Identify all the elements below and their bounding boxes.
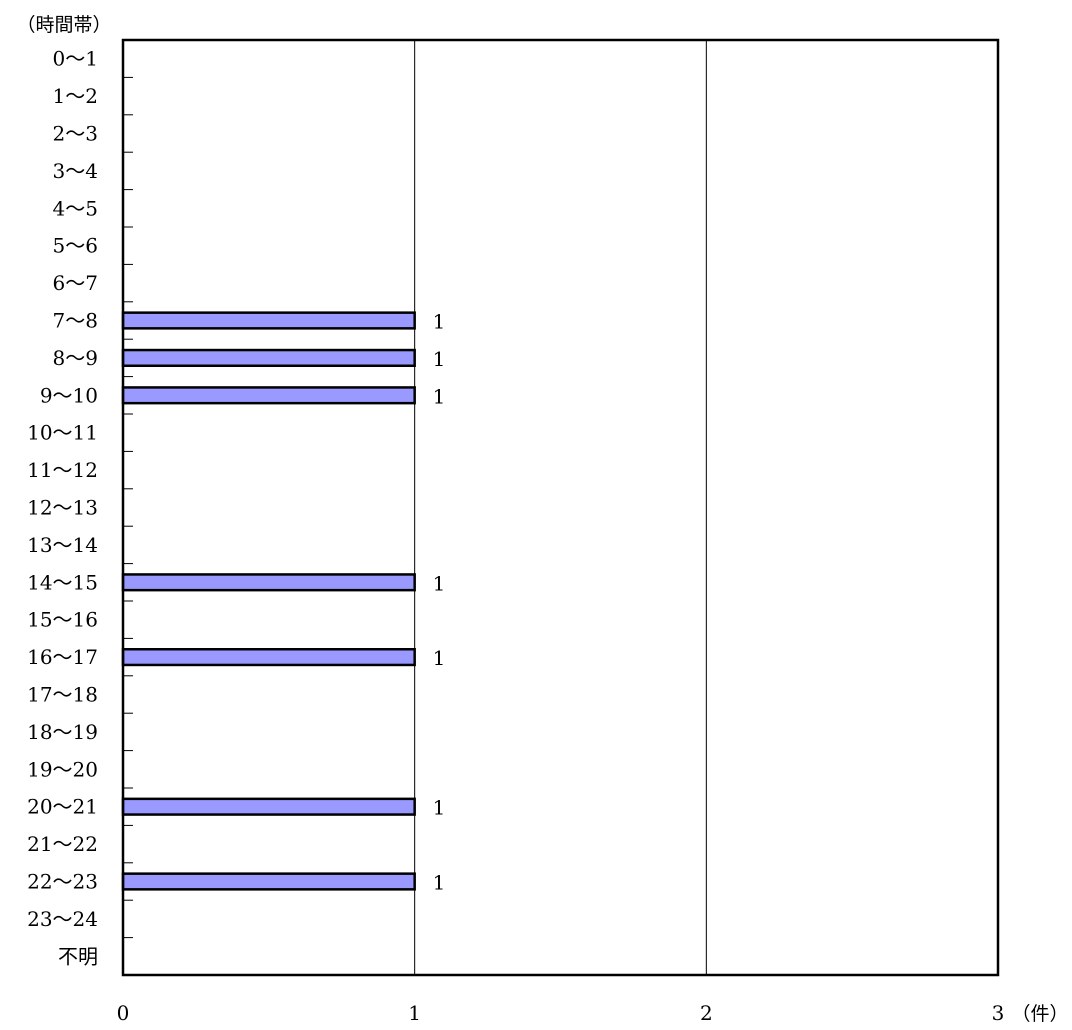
y-tick-label: 5～6 bbox=[53, 234, 98, 258]
grid-lines bbox=[414, 40, 707, 975]
bar bbox=[121, 797, 416, 816]
x-axis-title: （件） bbox=[1011, 1003, 1068, 1025]
data-label: 1 bbox=[433, 646, 446, 670]
y-tick-label: 14～15 bbox=[27, 570, 98, 594]
data-label: 1 bbox=[433, 571, 446, 595]
y-axis-title: （時間帯） bbox=[16, 14, 111, 36]
x-axis-tick-labels: 0 1 2 3 bbox=[117, 1001, 1005, 1025]
x-tick-label: 3 bbox=[992, 1001, 1005, 1025]
y-tick-label: 20～21 bbox=[27, 795, 98, 819]
y-tick-label: 6～7 bbox=[53, 271, 98, 295]
y-tick-label: 12～13 bbox=[27, 496, 98, 520]
x-tick-label: 0 bbox=[117, 1001, 130, 1025]
y-tick-label: 7～8 bbox=[53, 309, 98, 333]
bar bbox=[121, 311, 416, 330]
data-label: 1 bbox=[433, 347, 446, 371]
y-tick-label: 16～17 bbox=[27, 645, 98, 669]
bars bbox=[121, 311, 416, 891]
data-labels: 1 1 1 1 1 1 1 bbox=[433, 310, 446, 895]
data-label: 1 bbox=[433, 871, 446, 895]
bar bbox=[121, 872, 416, 891]
bar bbox=[121, 386, 416, 405]
bar bbox=[121, 647, 416, 667]
y-tick-label: 不明 bbox=[58, 944, 98, 968]
data-label: 1 bbox=[433, 310, 446, 334]
data-label: 1 bbox=[433, 796, 446, 820]
y-tick-label: 3～4 bbox=[53, 159, 98, 183]
y-tick-label: 2～3 bbox=[53, 122, 98, 146]
y-tick-label: 22～23 bbox=[27, 870, 98, 894]
y-tick-label: 13～14 bbox=[27, 533, 98, 557]
y-tick-label: 8～9 bbox=[53, 346, 98, 370]
y-tick-label: 4～5 bbox=[53, 196, 98, 220]
y-tick-label: 10～11 bbox=[27, 421, 98, 445]
y-axis-tick-labels: 0～1 1～2 2～3 3～4 4～5 5～6 6～7 7～8 8～9 9～10 10～11 11～1… bbox=[27, 47, 98, 969]
y-axis-ticks bbox=[123, 76, 133, 939]
y-tick-label: 21～22 bbox=[27, 832, 98, 856]
x-tick-label: 1 bbox=[408, 1001, 421, 1025]
y-tick-label: 23～24 bbox=[27, 907, 98, 931]
y-tick-label: 9～10 bbox=[40, 383, 98, 407]
y-tick-label: 1～2 bbox=[53, 84, 98, 108]
y-tick-label: 0～1 bbox=[53, 47, 98, 71]
y-tick-label: 18～19 bbox=[27, 720, 98, 744]
bar bbox=[121, 348, 416, 368]
data-label: 1 bbox=[433, 384, 446, 408]
y-tick-label: 15～16 bbox=[27, 608, 98, 632]
y-tick-label: 19～20 bbox=[27, 757, 98, 781]
y-tick-label: 11～12 bbox=[27, 458, 98, 482]
bar bbox=[121, 573, 416, 592]
y-tick-label: 17～18 bbox=[27, 683, 98, 707]
x-tick-label: 2 bbox=[700, 1001, 713, 1025]
plot-frame bbox=[121, 38, 1000, 977]
